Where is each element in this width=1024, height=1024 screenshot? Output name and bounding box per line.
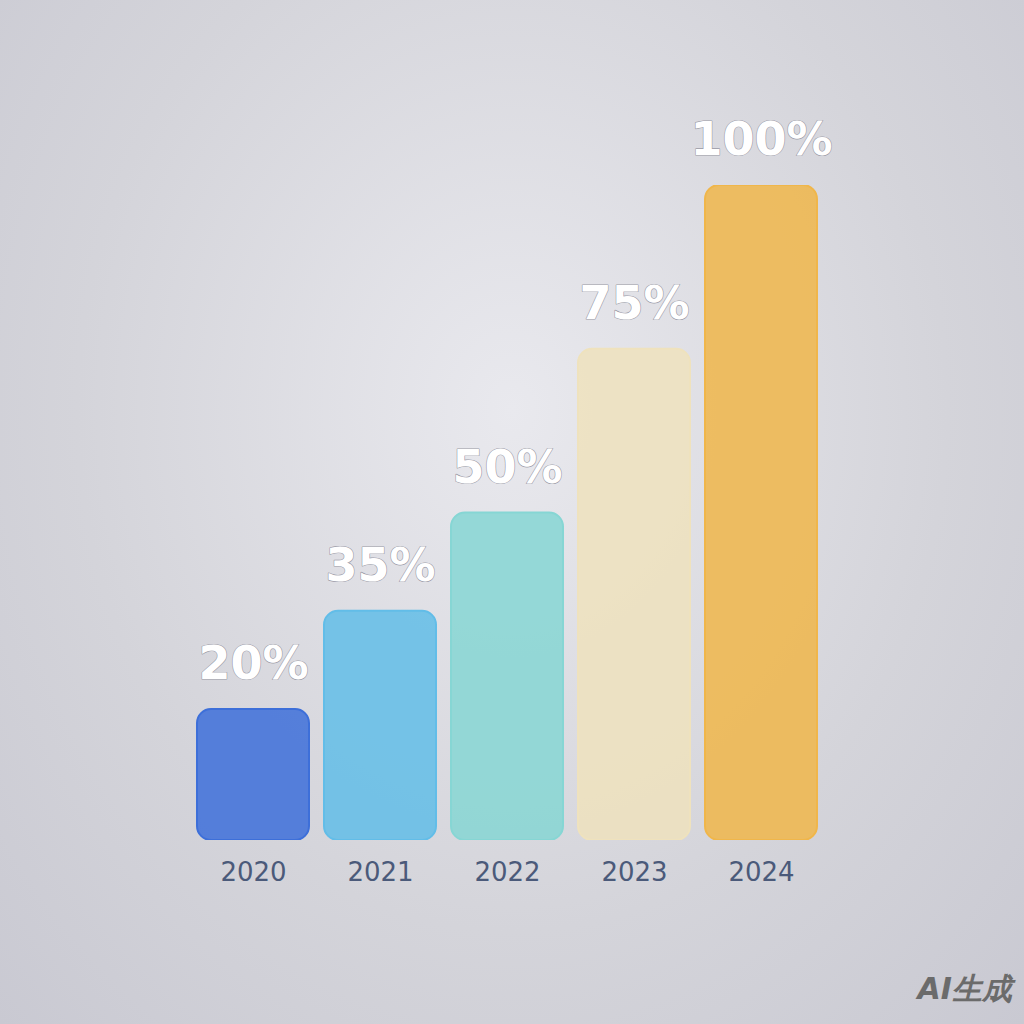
svg-text:20%: 20% bbox=[198, 636, 308, 690]
svg-text:35%: 35% bbox=[325, 538, 435, 592]
svg-text:2020: 2020 bbox=[220, 857, 286, 887]
svg-text:100%: 100% bbox=[690, 112, 832, 166]
svg-text:2024: 2024 bbox=[728, 857, 794, 887]
svg-text:2023: 2023 bbox=[601, 857, 667, 887]
html-text:AI生成: AI生成 bbox=[917, 971, 1012, 1006]
svg-text:50%: 50% bbox=[452, 440, 562, 494]
svg-text:2021: 2021 bbox=[347, 857, 413, 887]
svg-text:75%: 75% bbox=[579, 276, 689, 330]
svg-text:2022: 2022 bbox=[474, 857, 540, 887]
